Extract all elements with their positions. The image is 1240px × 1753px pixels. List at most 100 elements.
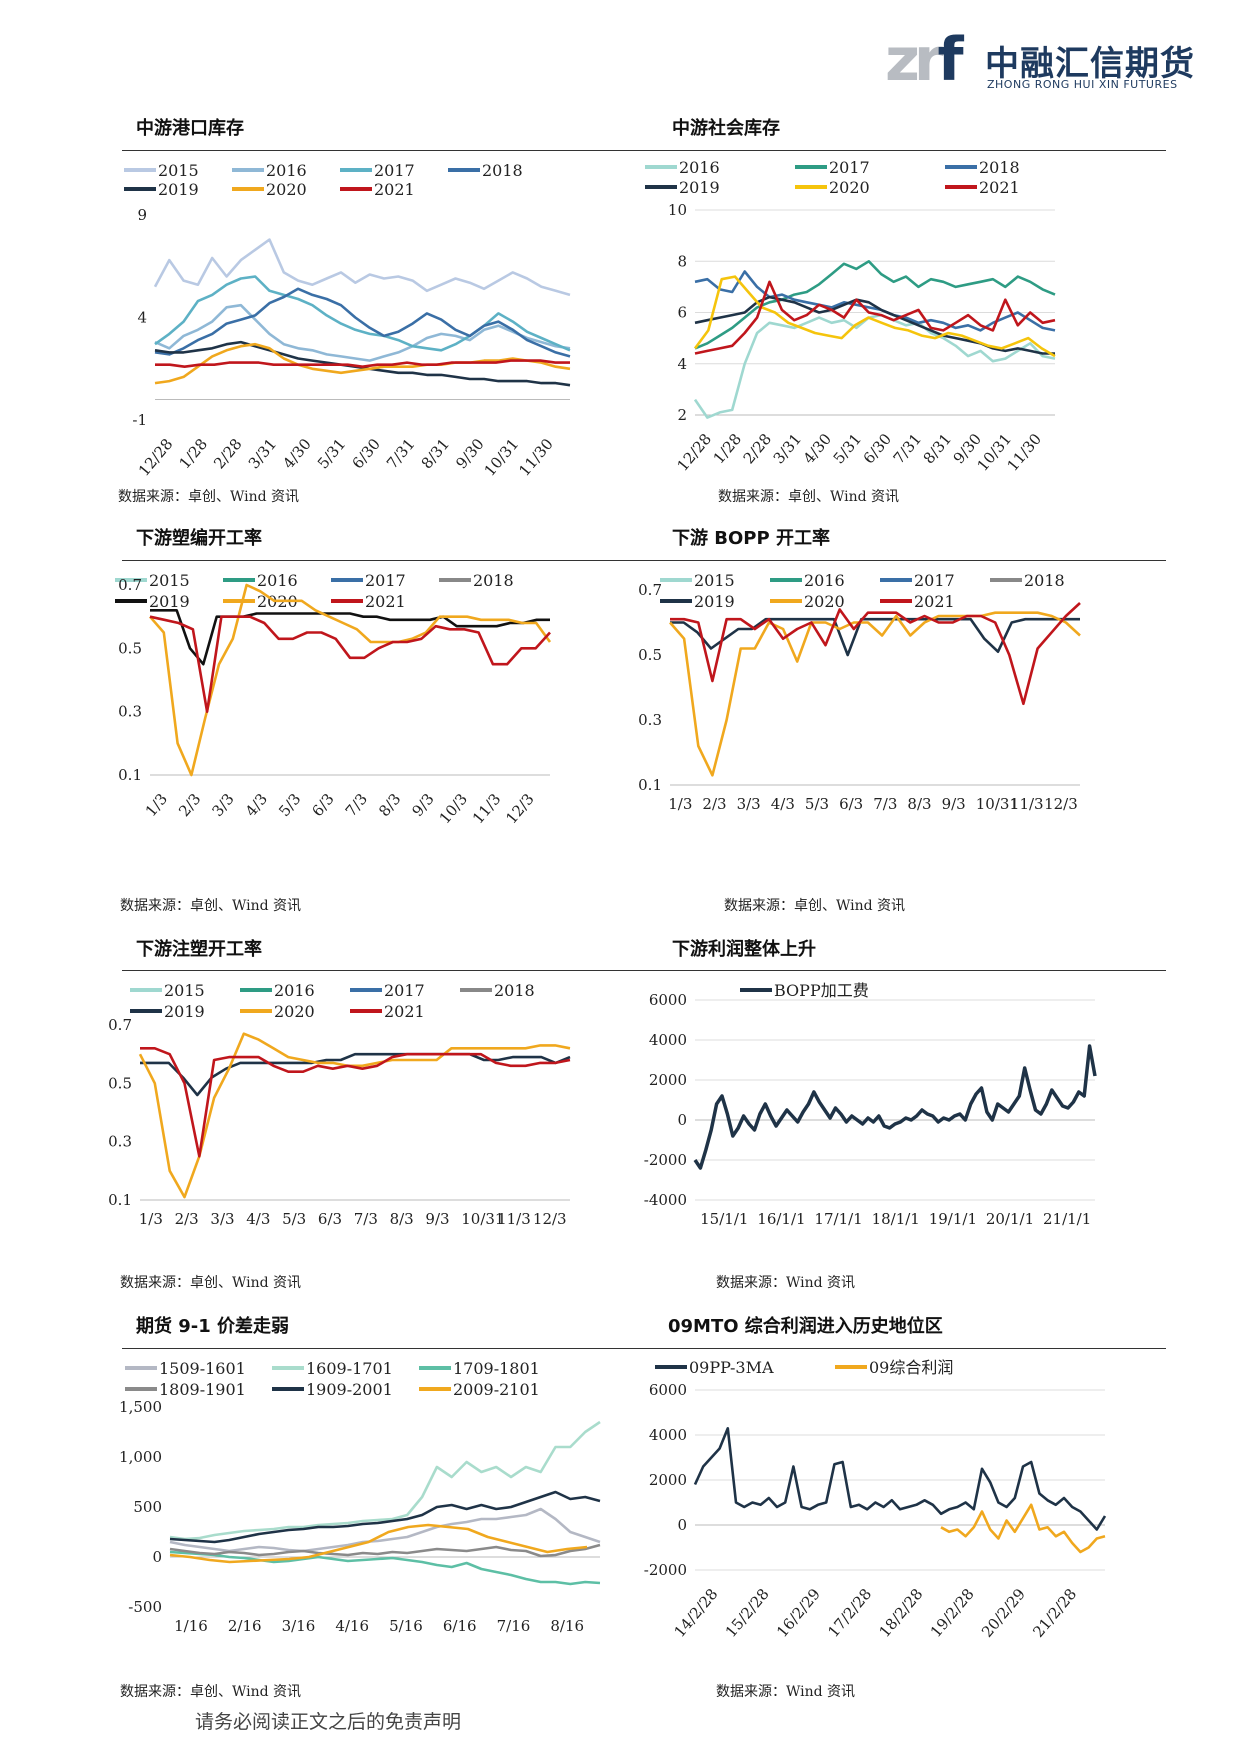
x-tick-label: 7/3 <box>342 790 371 820</box>
x-tick-label: 15/2/28 <box>722 1585 773 1641</box>
x-tick-label: 10/31 <box>976 795 1019 813</box>
x-tick-label: 3/3 <box>208 790 237 820</box>
series-line <box>140 1052 571 1097</box>
y-tick-label: 0.3 <box>108 1133 132 1151</box>
x-tick-label: 2/28 <box>740 430 775 467</box>
legend-label: 2019 <box>164 1002 205 1021</box>
brand-name-cn: 中融汇信期货 <box>985 44 1195 84</box>
logo-mark: zrf <box>885 25 964 95</box>
x-tick-label: 7/3 <box>873 795 897 813</box>
chart-social-inventory: 2016 2017 2018 2019 2020 2021 2 4 6 8 10 12/281/282… <box>645 158 1056 475</box>
y-tick-label: -1 <box>132 411 147 429</box>
x-tick-label: 11/30 <box>515 435 557 480</box>
y-tick-label: 1,500 <box>119 1398 162 1416</box>
legend-label: 2020 <box>274 1002 315 1021</box>
x-tick-label: 1/3 <box>142 790 171 820</box>
section-title-injection-rate: 下游注塑开工率 <box>136 939 262 960</box>
legend-label: 2015 <box>149 571 190 590</box>
source-note: 数据来源：卓创、Wind 资讯 <box>724 898 906 914</box>
legend-label: 2016 <box>679 158 720 177</box>
series-line <box>155 359 570 368</box>
x-tick-label: 2/3 <box>702 795 726 813</box>
section-divider <box>122 970 1166 971</box>
x-tick-label: 3/31 <box>770 430 805 467</box>
series-line <box>140 1047 571 1158</box>
x-tick-label: 10/3 <box>436 790 471 827</box>
y-tick-label: 0.3 <box>638 711 662 729</box>
legend-label: 2017 <box>365 571 406 590</box>
y-tick-label: 0.1 <box>118 766 142 784</box>
series-line <box>940 1503 1106 1554</box>
x-tick-label: 4/30 <box>800 430 835 467</box>
x-tick-label: 1/28 <box>710 430 745 467</box>
series-line <box>169 1550 601 1586</box>
series-line <box>670 602 1081 706</box>
legend-label: 2018 <box>473 571 514 590</box>
legend-label: 1609-1701 <box>306 1359 393 1378</box>
x-tick-label: 21/2/28 <box>1029 1585 1080 1641</box>
series-line <box>154 342 571 385</box>
source-note: 数据来源：卓创、Wind 资讯 <box>120 898 302 914</box>
chart-port-inventory: 2015 2016 2017 2018 2019 2020 2021 -1 4 9 12/28 1/2… <box>124 161 571 480</box>
x-tick-label: 4/3 <box>242 790 271 820</box>
legend-label: 2018 <box>979 158 1020 177</box>
y-tick-label: 0.5 <box>638 646 662 664</box>
series-line <box>169 1507 601 1553</box>
x-tick-label: 8/31 <box>418 435 453 472</box>
series-line <box>169 1543 601 1558</box>
x-tick-label: 16/2/29 <box>773 1585 824 1641</box>
legend-label: 2020 <box>804 592 845 611</box>
legend-label: 1909-2001 <box>306 1380 393 1399</box>
series-line <box>154 287 571 358</box>
y-tick-label: 0 <box>677 1516 687 1534</box>
series-line <box>694 280 1056 355</box>
y-tick-label: 500 <box>133 1498 162 1516</box>
x-tick-label: 6/30 <box>860 430 895 467</box>
series-line <box>154 275 571 352</box>
section-divider <box>122 560 1166 561</box>
x-tick-label: 7/31 <box>890 430 925 467</box>
y-tick-label: 0.5 <box>108 1074 132 1092</box>
x-tick-label: 8/3 <box>390 1210 414 1228</box>
y-tick-label: -500 <box>128 1598 162 1616</box>
x-tick-label: 2/3 <box>175 790 204 820</box>
y-tick-label: -2000 <box>644 1561 687 1579</box>
y-tick-label: -2000 <box>644 1151 687 1169</box>
x-tick-label: 3/31 <box>245 435 280 472</box>
source-note: 数据来源：卓创、Wind 资讯 <box>118 489 300 505</box>
x-tick-label: 8/3 <box>907 795 931 813</box>
series-line <box>693 313 1056 419</box>
legend-label: 09综合利润 <box>869 1358 953 1377</box>
y-tick-label: 9 <box>137 206 147 224</box>
x-tick-label: 1/3 <box>668 795 692 813</box>
y-tick-label: 8 <box>677 252 687 270</box>
series-line <box>693 275 1056 358</box>
y-tick-label: 2 <box>677 406 687 424</box>
x-tick-label: 8/31 <box>920 430 955 467</box>
x-tick-label: 9/3 <box>425 1210 449 1228</box>
source-note: 数据来源：卓创、Wind 资讯 <box>718 489 900 505</box>
legend-label: 2015 <box>694 571 735 590</box>
x-tick-label: 3/16 <box>282 1617 316 1635</box>
series-line <box>154 303 571 362</box>
x-tick-label: 3/3 <box>210 1210 234 1228</box>
x-tick-label: 5/31 <box>314 435 349 472</box>
y-tick-label: 1,000 <box>119 1448 162 1466</box>
legend-label: 2017 <box>384 981 425 1000</box>
y-tick-label: 0.3 <box>118 703 142 721</box>
x-tick-label: 19/1/1 <box>929 1210 977 1228</box>
section-title-woven-rate: 下游塑编开工率 <box>136 528 262 549</box>
x-tick-label: 6/3 <box>839 795 863 813</box>
y-tick-label: 2000 <box>649 1471 687 1489</box>
chart-injection-rate: 2015 2016 2017 2018 2019 2020 2021 0.1 0.3 0.5 0.7… <box>108 981 571 1228</box>
x-tick-label: 11/30 <box>1003 430 1045 475</box>
x-tick-label: 12/3 <box>1044 795 1078 813</box>
x-tick-label: 12/28 <box>673 430 715 475</box>
x-tick-label: 6/3 <box>318 1210 342 1228</box>
x-tick-label: 5/31 <box>830 430 865 467</box>
series-line <box>169 1523 588 1564</box>
y-tick-label: 0.7 <box>638 581 662 599</box>
legend-label: 2018 <box>1024 571 1065 590</box>
